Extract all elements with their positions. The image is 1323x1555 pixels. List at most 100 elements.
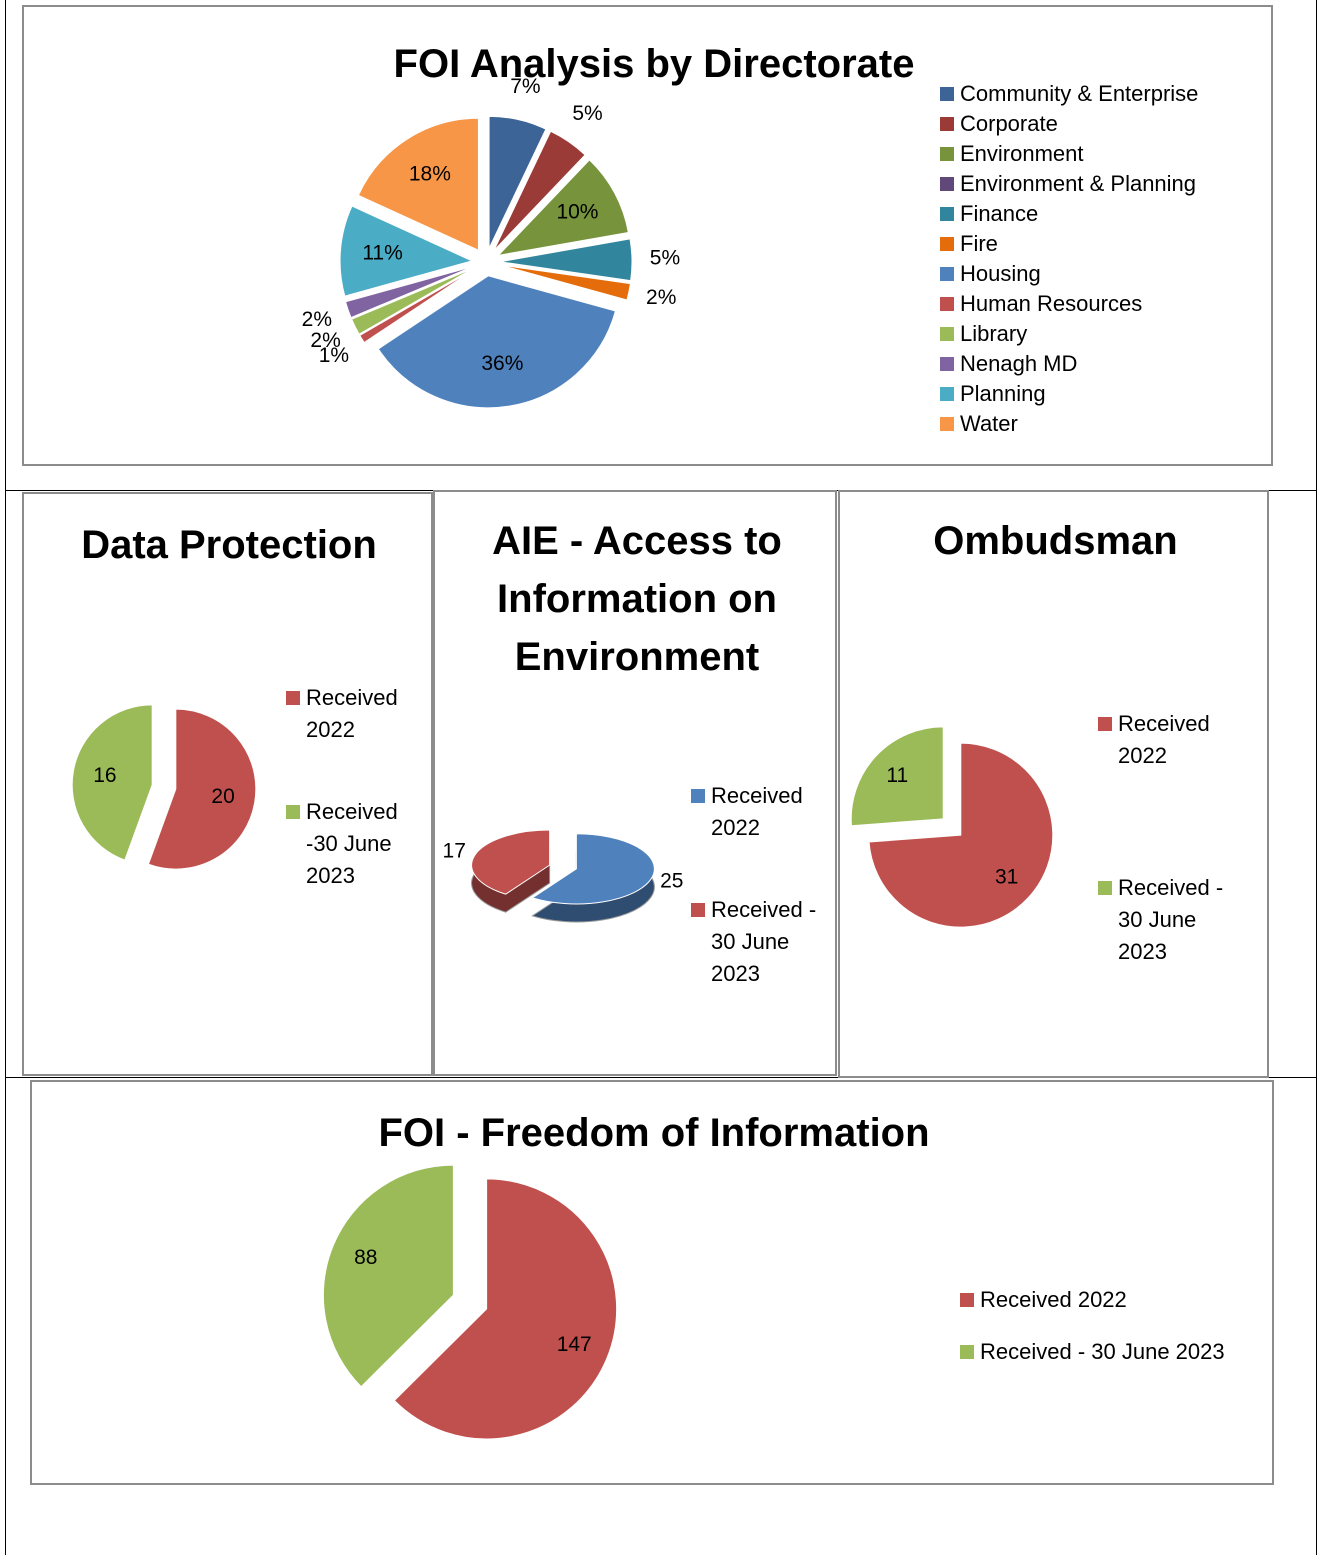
legend-swatch bbox=[940, 387, 954, 401]
legend-swatch bbox=[940, 177, 954, 191]
chart-title: FOI - Freedom of Information bbox=[378, 1111, 930, 1155]
legend-swatch bbox=[960, 1345, 974, 1359]
pie-chart: 7%5%10%5%2%36%1%2%2%11%18% bbox=[302, 75, 680, 409]
legend-label: Human Resources bbox=[960, 291, 1143, 316]
legend-swatch bbox=[940, 357, 954, 371]
legend-swatch bbox=[940, 237, 954, 251]
legend-item: Received 2022 bbox=[691, 780, 831, 844]
data-label: 36% bbox=[481, 352, 523, 375]
legend-swatch bbox=[691, 903, 705, 917]
legend-label: Received -30 June 2023 bbox=[306, 799, 398, 888]
pie-slice bbox=[339, 205, 474, 297]
chart-box: 20 16 Data Protection Received 2022 Received… bbox=[22, 492, 433, 1076]
legend-swatch bbox=[960, 1293, 974, 1307]
legend-label: Received 2022 bbox=[980, 1287, 1127, 1312]
legend-item: Received 2022 bbox=[1098, 708, 1248, 772]
legend-item: Received 2022 bbox=[286, 682, 426, 746]
legend-item: Environment bbox=[940, 139, 1280, 169]
data-label: 31 bbox=[995, 865, 1018, 888]
legend-item: Received - 30 June 2023 bbox=[1098, 872, 1248, 968]
legend-label: Planning bbox=[960, 381, 1046, 406]
pie-slice bbox=[322, 1164, 454, 1388]
data-label: 2% bbox=[310, 329, 340, 352]
legend-label: Environment & Planning bbox=[960, 171, 1197, 196]
table-border bbox=[5, 1077, 1317, 1078]
data-label: 5% bbox=[650, 247, 680, 270]
legend-item: Received - 30 June 2023 bbox=[691, 894, 831, 990]
legend: Received 2022 Received -30 June 2023 bbox=[286, 682, 426, 942]
legend-item: Received -30 June 2023 bbox=[286, 796, 426, 892]
pie-slice bbox=[351, 267, 474, 335]
chart-box: 147 88 FOI - Freedom of Information Receive… bbox=[30, 1080, 1274, 1485]
legend-label: Nenagh MD bbox=[960, 351, 1078, 376]
legend-swatch bbox=[940, 87, 954, 101]
table-border bbox=[1316, 0, 1317, 1555]
data-label: 147 bbox=[557, 1333, 592, 1356]
pie-slice bbox=[868, 742, 1054, 928]
pie-slice bbox=[344, 266, 473, 319]
pie-slice bbox=[531, 833, 655, 905]
legend-item: Community & Enterprise bbox=[940, 79, 1280, 109]
legend-swatch bbox=[1098, 881, 1112, 895]
pie-slice bbox=[488, 115, 547, 249]
legend-swatch bbox=[940, 417, 954, 431]
chart-box: 25 17 AIE - Access to Information on Envir… bbox=[433, 490, 837, 1076]
legend-swatch bbox=[940, 147, 954, 161]
legend-item: Finance bbox=[940, 199, 1280, 229]
legend-item: Planning bbox=[940, 379, 1280, 409]
pie-slice bbox=[850, 726, 944, 827]
pie-slice bbox=[499, 238, 633, 282]
data-label: 5% bbox=[572, 102, 602, 125]
data-label: 25 bbox=[660, 870, 683, 893]
legend-item: Environment & Planning bbox=[940, 169, 1280, 199]
data-label: 2% bbox=[302, 308, 332, 331]
pie-slice bbox=[357, 117, 479, 252]
data-label: 1% bbox=[319, 344, 349, 367]
data-label: 2% bbox=[646, 286, 676, 309]
legend-label: Library bbox=[960, 321, 1028, 346]
pie-slice bbox=[493, 130, 586, 251]
legend-item: Library bbox=[940, 319, 1280, 349]
chart-title: AIE - Access to Information on Environme… bbox=[492, 519, 782, 679]
legend-swatch bbox=[940, 117, 954, 131]
pie-slice bbox=[71, 704, 153, 861]
pie-slice bbox=[377, 275, 617, 409]
legend-swatch bbox=[1098, 717, 1112, 731]
pie-slice bbox=[499, 264, 631, 301]
data-label: 7% bbox=[510, 75, 540, 98]
legend: Community & Enterprise Corporate Environme… bbox=[940, 79, 1280, 439]
pie-chart: 147 88 bbox=[322, 1164, 618, 1440]
chart-title: Data Protection bbox=[81, 523, 377, 567]
legend-item: Received 2022 bbox=[960, 1284, 1280, 1316]
chart-box: 7% 5% 10% 5% 2% 36% 1% 2% 2% 11% 18% FOI Analysis b… bbox=[22, 5, 1273, 466]
data-label: 11 bbox=[886, 764, 908, 787]
data-label: 20 bbox=[211, 785, 234, 808]
table-border bbox=[5, 0, 6, 1555]
pie-slice bbox=[393, 1178, 618, 1440]
legend-label: Corporate bbox=[960, 111, 1058, 136]
legend: Received 2022 Received - 30 June 2023 bbox=[691, 780, 831, 1040]
chart-title: FOI Analysis by Directorate bbox=[393, 42, 915, 86]
legend-item: Fire bbox=[940, 229, 1280, 259]
legend-label: Housing bbox=[960, 261, 1041, 286]
legend-label: Received - 30 June 2023 bbox=[711, 897, 817, 986]
data-label: 17 bbox=[443, 839, 466, 862]
data-label: 16 bbox=[93, 764, 116, 787]
legend-item: Housing bbox=[940, 259, 1280, 289]
chart-title: Ombudsman bbox=[933, 519, 1178, 563]
pie-slice bbox=[496, 159, 629, 257]
data-label: 10% bbox=[556, 201, 598, 224]
data-label: 11% bbox=[362, 241, 402, 264]
legend-swatch bbox=[286, 805, 300, 819]
legend-item: Water bbox=[940, 409, 1280, 439]
legend-swatch bbox=[940, 207, 954, 221]
legend-item: Corporate bbox=[940, 109, 1280, 139]
pie-slice bbox=[471, 829, 551, 895]
legend-swatch bbox=[286, 691, 300, 705]
legend: Received 2022 Received - 30 June 2023 bbox=[960, 1284, 1280, 1388]
legend-label: Environment bbox=[960, 141, 1084, 166]
legend-item: Human Resources bbox=[940, 289, 1280, 319]
legend-label: Water bbox=[960, 411, 1018, 436]
legend-label: Finance bbox=[960, 201, 1039, 226]
